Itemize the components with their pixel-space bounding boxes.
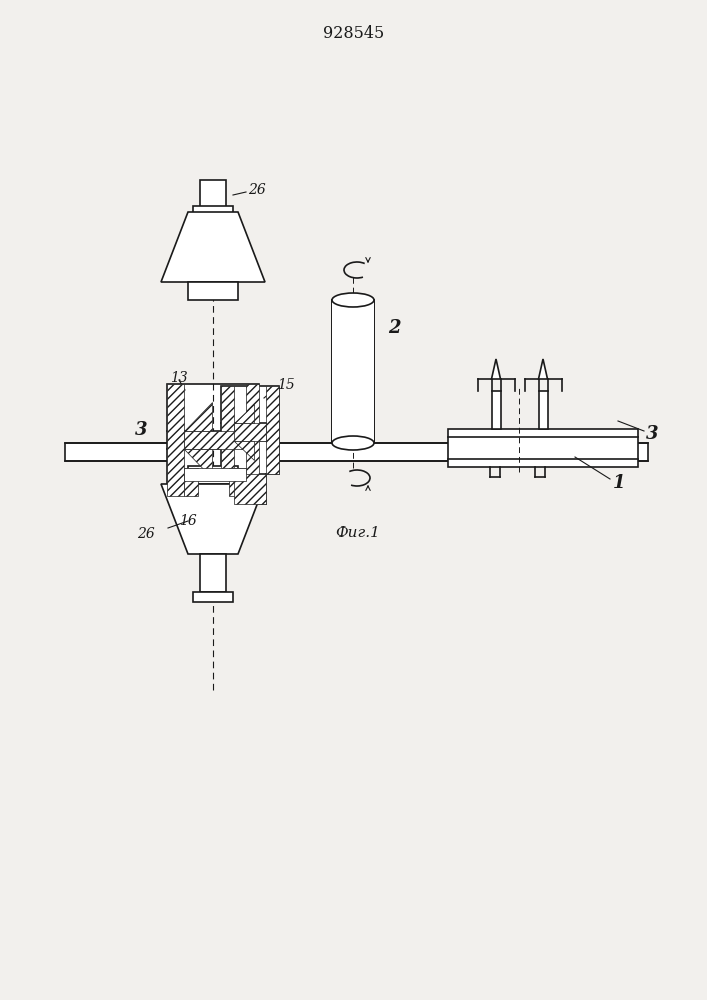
Bar (200, 554, 226, 592)
Text: 1: 1 (613, 474, 626, 492)
Text: 928545: 928545 (323, 25, 385, 42)
Text: 3: 3 (646, 425, 658, 443)
Bar (184, 431, 246, 449)
Bar (539, 391, 547, 429)
Bar (200, 180, 226, 212)
Text: 16: 16 (179, 514, 197, 528)
Bar (448, 429, 638, 467)
Polygon shape (234, 441, 254, 460)
Polygon shape (161, 484, 265, 554)
Polygon shape (184, 402, 212, 431)
Ellipse shape (332, 293, 374, 307)
Bar (193, 206, 233, 216)
Polygon shape (184, 449, 212, 478)
Bar (229, 468, 246, 496)
Bar (234, 423, 266, 441)
Bar (188, 466, 238, 484)
Text: 2: 2 (388, 319, 400, 337)
Polygon shape (234, 404, 254, 423)
Bar (184, 468, 246, 481)
Bar (221, 386, 279, 474)
Text: 3: 3 (134, 421, 147, 439)
Bar (246, 384, 259, 496)
Bar (234, 474, 266, 504)
Bar (65, 443, 648, 461)
Bar (193, 592, 233, 602)
Bar (167, 384, 184, 496)
Ellipse shape (332, 436, 374, 450)
Bar (491, 391, 501, 429)
Polygon shape (161, 212, 265, 282)
Bar (332, 300, 374, 443)
Bar (188, 282, 238, 300)
Text: 26: 26 (248, 183, 266, 197)
Text: 13: 13 (170, 371, 188, 385)
Bar (221, 386, 234, 474)
Text: 15: 15 (277, 378, 295, 392)
Text: Фиг.1: Фиг.1 (336, 526, 380, 540)
Text: 26: 26 (137, 527, 155, 541)
Polygon shape (539, 359, 547, 379)
Bar (266, 386, 279, 474)
Polygon shape (491, 359, 501, 379)
Bar (167, 384, 259, 496)
Bar (184, 468, 198, 496)
